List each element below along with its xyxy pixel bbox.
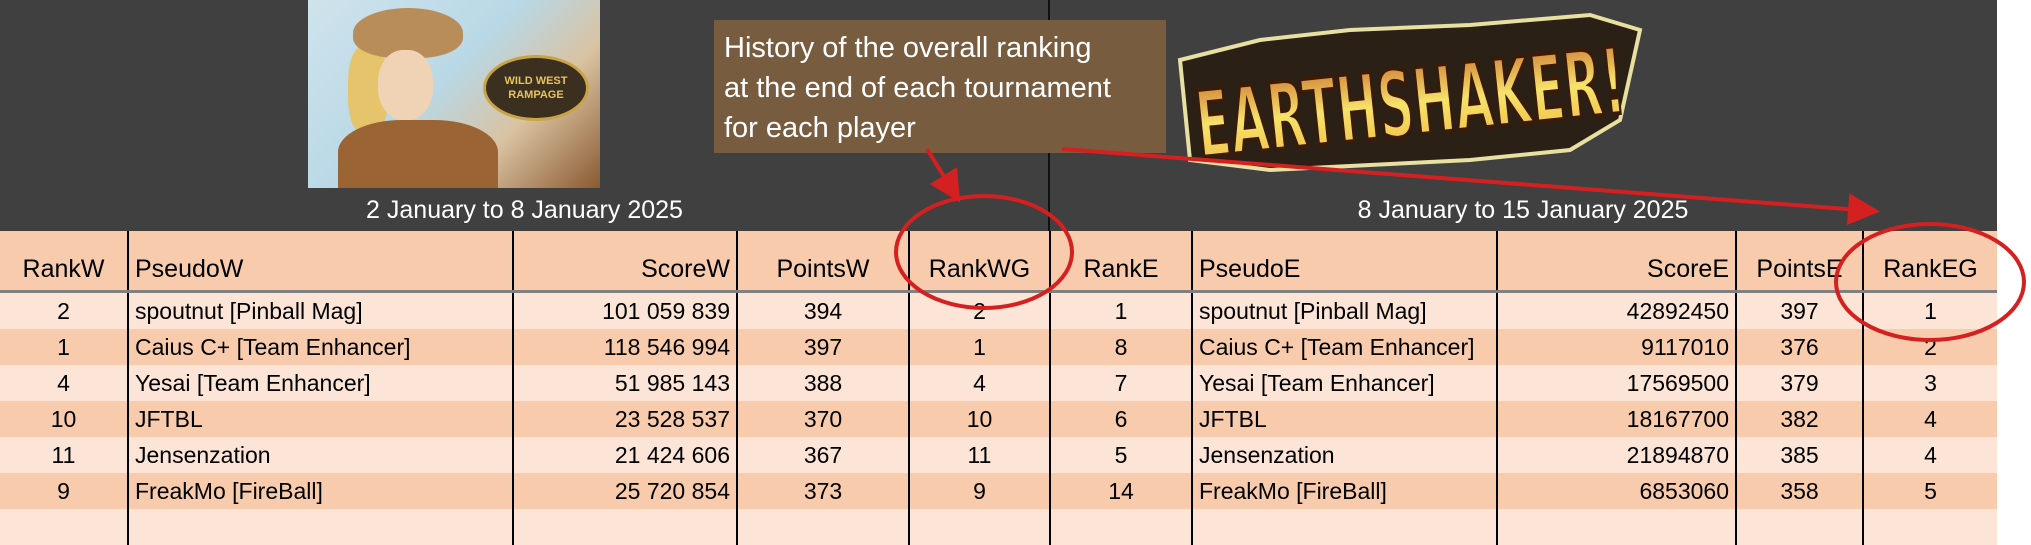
table-cell: 1 <box>1049 293 1191 329</box>
column-header[interactable]: PseudoE <box>1191 231 1496 290</box>
table-cell: 9 <box>908 473 1049 509</box>
table-cell: 367 <box>736 437 908 473</box>
table-cell <box>908 509 1049 545</box>
table-cell: 358 <box>1735 473 1862 509</box>
table-cell: 1 <box>1862 293 1997 329</box>
table-cell: 11 <box>908 437 1049 473</box>
table-cell: 9117010 <box>1496 329 1735 365</box>
table-cell: 6853060 <box>1496 473 1735 509</box>
table-cell <box>1735 509 1862 545</box>
table-row <box>0 329 1997 365</box>
table-cell: 118 546 994 <box>512 329 736 365</box>
table-cell: 7 <box>1049 365 1191 401</box>
table-cell: 10 <box>50 405 77 432</box>
table-cell <box>1049 509 1191 545</box>
table-row <box>0 473 1997 509</box>
table-cell: 373 <box>736 473 908 509</box>
column-header[interactable]: PointsE <box>1735 231 1862 290</box>
table-cell: 385 <box>1735 437 1862 473</box>
table-cell: 397 <box>736 329 908 365</box>
table-cell: 4 <box>908 365 1049 401</box>
table-cell: Caius C+ [Team Enhancer] <box>127 329 512 365</box>
table-cell: 379 <box>1735 365 1862 401</box>
annotation-line: at the end of each tournament <box>724 72 1111 104</box>
table-cell: 17569500 <box>1496 365 1735 401</box>
right-period-title: 8 January to 15 January 2025 <box>1357 196 1689 224</box>
wild-west-rampage-image: WILD WEST RAMPAGE <box>308 0 600 188</box>
annotation-line: for each player <box>724 112 916 144</box>
table-cell: 2 <box>1862 329 1997 365</box>
column-header[interactable]: PointsW <box>736 231 908 290</box>
table-cell: 4 <box>57 369 70 396</box>
table-cell: spoutnut [Pinball Mag] <box>1191 293 1496 329</box>
table-cell: 23 528 537 <box>512 401 736 437</box>
table-cell: 2 <box>57 297 70 324</box>
table-cell: 21894870 <box>1496 437 1735 473</box>
column-header[interactable]: PseudoW <box>127 231 512 290</box>
table-cell: Yesai [Team Enhancer] <box>127 365 512 401</box>
logo-line: WILD WEST <box>504 75 568 87</box>
table-cell: FreakMo [FireBall] <box>1191 473 1496 509</box>
table-cell <box>0 509 127 545</box>
table-cell: 4 <box>1862 401 1997 437</box>
left-period-title: 2 January to 8 January 2025 <box>366 196 683 224</box>
table-cell: 101 059 839 <box>512 293 736 329</box>
column-header[interactable]: RankW <box>22 255 105 283</box>
table-row <box>0 401 1997 437</box>
column-header[interactable]: RankWG <box>908 231 1049 290</box>
table-cell: 21 424 606 <box>512 437 736 473</box>
table-cell <box>1496 509 1735 545</box>
table-cell <box>1191 509 1496 545</box>
table-row <box>0 365 1997 401</box>
annotation-box: History of the overall ranking at the en… <box>714 20 1166 153</box>
table-cell: 42892450 <box>1496 293 1735 329</box>
table-cell: 382 <box>1735 401 1862 437</box>
table-cell: 10 <box>908 401 1049 437</box>
table-cell: 376 <box>1735 329 1862 365</box>
table-cell: 51 985 143 <box>512 365 736 401</box>
logo-line: RAMPAGE <box>508 89 564 101</box>
table-cell: 1 <box>908 329 1049 365</box>
table-cell: 18167700 <box>1496 401 1735 437</box>
table-cell: 2 <box>908 293 1049 329</box>
table-cell <box>512 509 736 545</box>
table-cell: FreakMo [FireBall] <box>127 473 512 509</box>
table-cell: Jensenzation <box>127 437 512 473</box>
table-cell: 5 <box>1862 473 1997 509</box>
table-cell: 370 <box>736 401 908 437</box>
table-cell: JFTBL <box>1191 401 1496 437</box>
table-cell: 397 <box>1735 293 1862 329</box>
column-header[interactable]: RankEG <box>1862 231 1997 290</box>
column-header[interactable]: ScoreW <box>512 231 736 290</box>
earthshaker-logo: EARTHSHAKER! <box>1177 12 1643 180</box>
table-cell: Caius C+ [Team Enhancer] <box>1191 329 1496 365</box>
table-cell: Yesai [Team Enhancer] <box>1191 365 1496 401</box>
table-cell: 394 <box>736 293 908 329</box>
table-cell: Jensenzation <box>1191 437 1496 473</box>
table-cell: 8 <box>1049 329 1191 365</box>
table-cell: spoutnut [Pinball Mag] <box>127 293 512 329</box>
table-cell: 388 <box>736 365 908 401</box>
wild-west-rampage-logo: WILD WEST RAMPAGE <box>483 55 589 121</box>
annotation-line: History of the overall ranking <box>724 32 1092 64</box>
table-row <box>0 437 1997 473</box>
table-cell: 4 <box>1862 437 1997 473</box>
table-cell: 11 <box>51 441 76 468</box>
column-header[interactable]: ScoreE <box>1496 231 1735 290</box>
table-cell: 25 720 854 <box>512 473 736 509</box>
table-cell: 14 <box>1049 473 1191 509</box>
column-header[interactable]: RankE <box>1049 231 1191 290</box>
table-cell: 9 <box>57 477 70 504</box>
table-cell: 5 <box>1049 437 1191 473</box>
table-cell <box>736 509 908 545</box>
table-cell: 6 <box>1049 401 1191 437</box>
table-cell: 3 <box>1862 365 1997 401</box>
table-cell: JFTBL <box>127 401 512 437</box>
table-cell <box>1862 509 1997 545</box>
table-cell <box>127 509 512 545</box>
table-cell: 1 <box>57 333 70 360</box>
